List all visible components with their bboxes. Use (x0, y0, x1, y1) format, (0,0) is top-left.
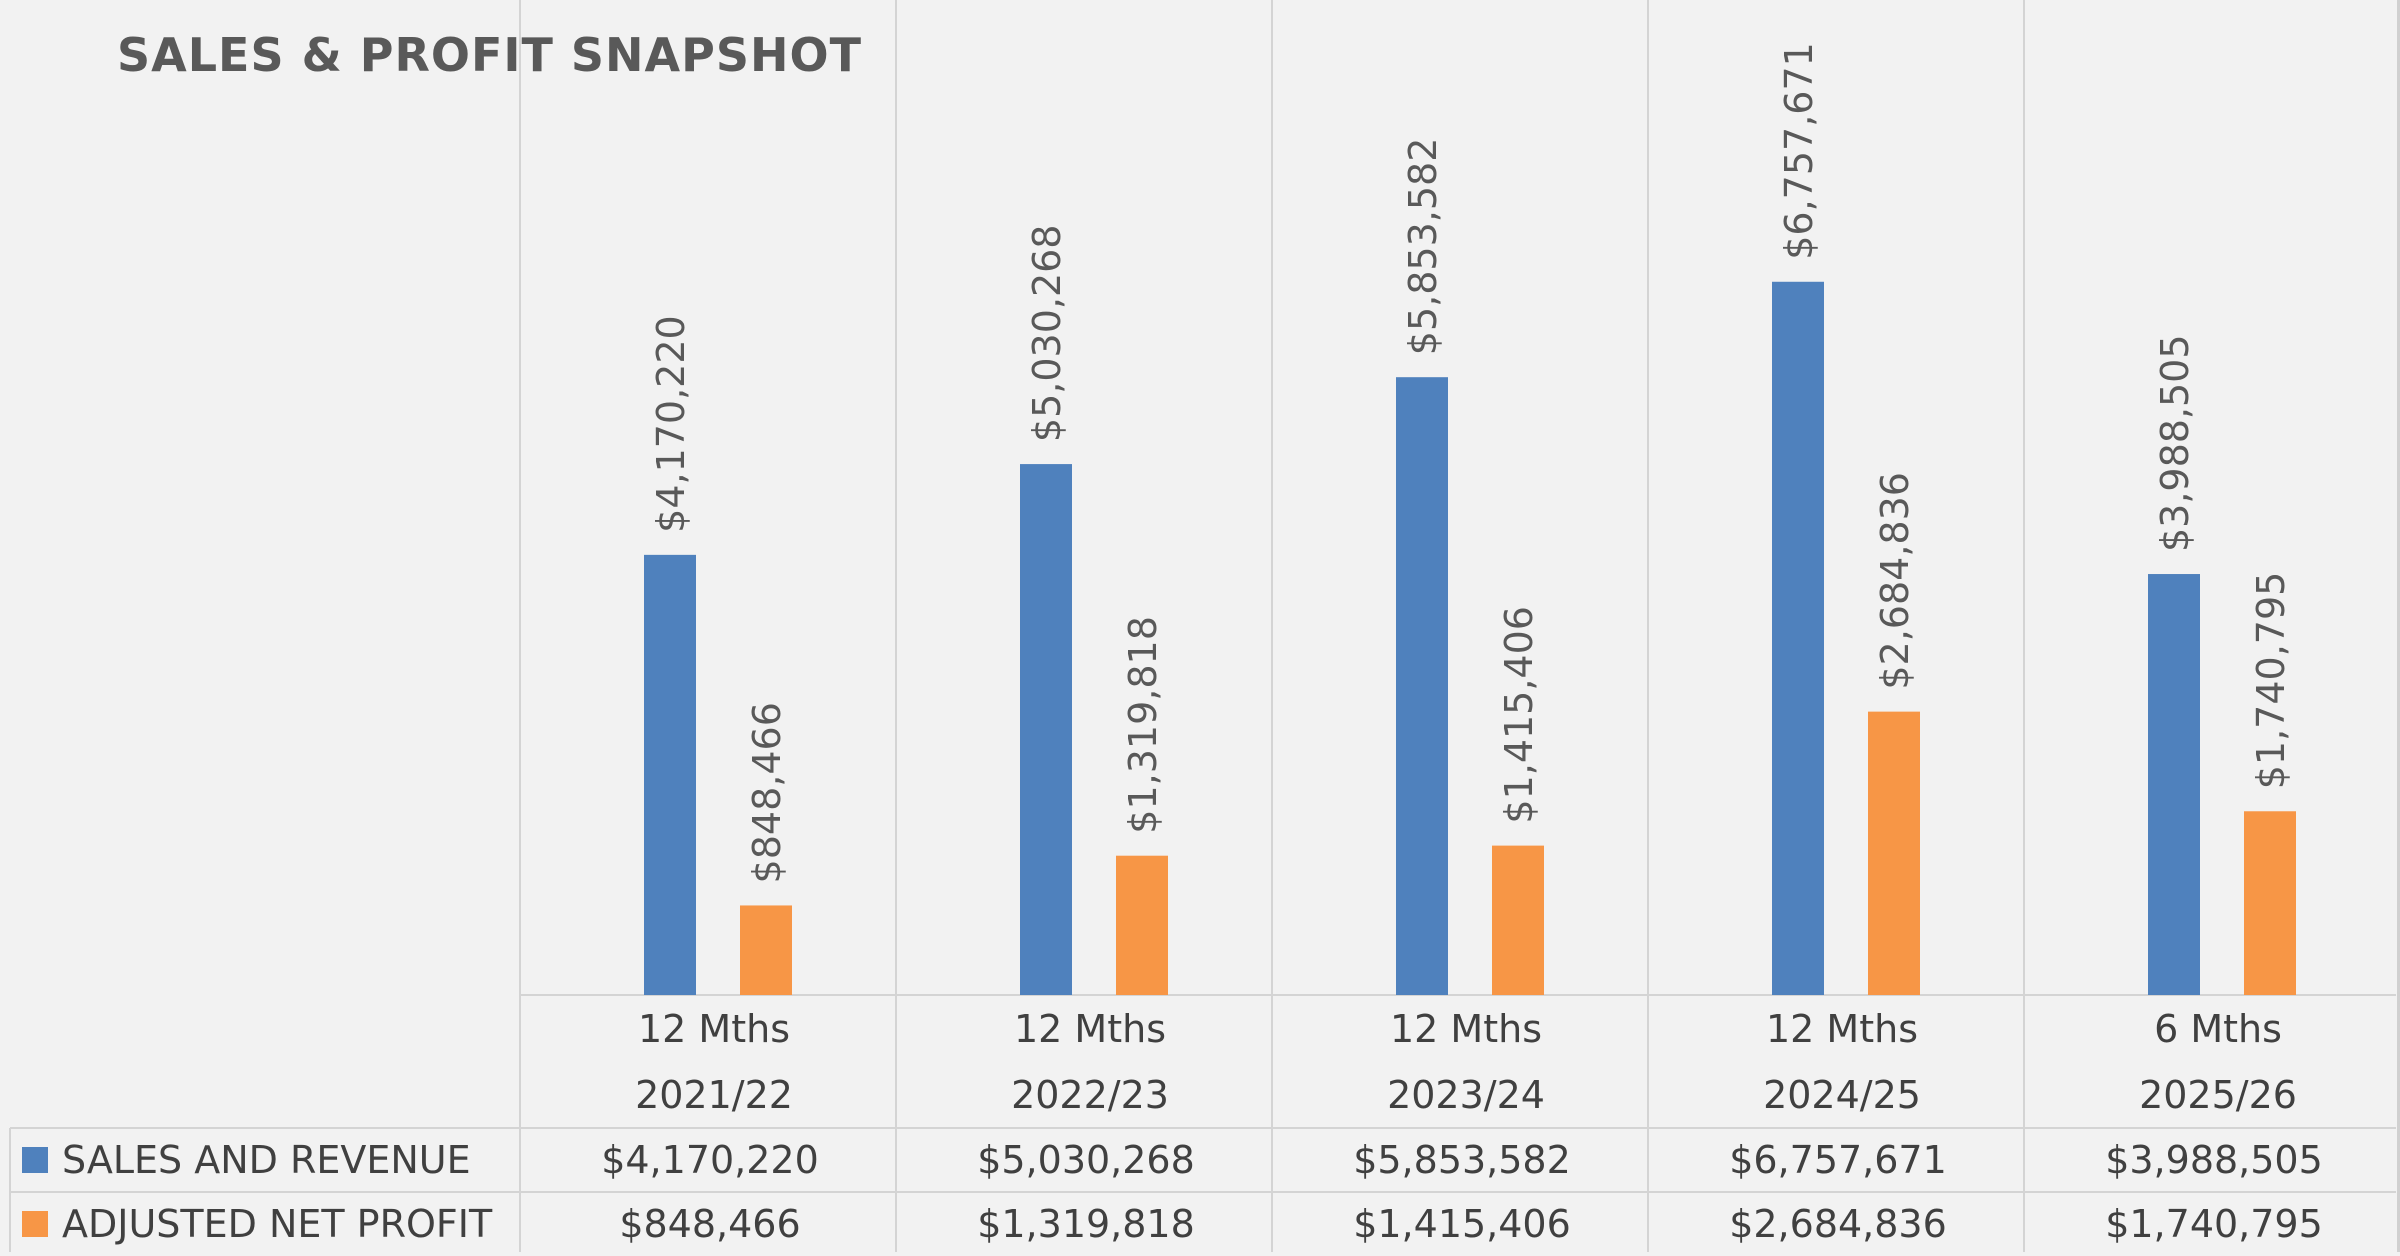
data-label-sales: $5,030,268 (1025, 225, 1069, 443)
table-cell-sales: $6,757,671 (1729, 1138, 1947, 1182)
x-tick-label-period: 12 Mths (1766, 1007, 1918, 1051)
table-cell-profit: $2,684,836 (1729, 1202, 1947, 1246)
x-tick-label-period: 12 Mths (638, 1007, 790, 1051)
table-cell-profit: $848,466 (619, 1202, 801, 1246)
legend-key-sales (22, 1147, 48, 1173)
x-tick-label-year: 2024/25 (1763, 1073, 1921, 1117)
table-cell-sales: $4,170,220 (601, 1138, 819, 1182)
bar-sales (1772, 281, 1824, 996)
legend-entry-sales: SALES AND REVENUE (10, 1128, 518, 1192)
legend-label-profit: ADJUSTED NET PROFIT (62, 1202, 493, 1246)
table-cell-profit: $1,740,795 (2105, 1202, 2323, 1246)
x-tick-label-year: 2025/26 (2139, 1073, 2297, 1117)
bar-sales (1020, 464, 1072, 995)
bar-profit (740, 905, 792, 995)
bar-profit (1116, 855, 1168, 995)
data-table-row-sales: SALES AND REVENUE $4,170,220 $5,030,268 … (10, 1128, 2400, 1192)
table-cell-profit: $1,319,818 (977, 1202, 1195, 1246)
data-label-profit: $1,319,818 (1121, 616, 1165, 834)
data-label-sales: $6,757,671 (1777, 42, 1821, 260)
table-cell-sales: $5,853,582 (1353, 1138, 1571, 1182)
chart-title: SALES & PROFIT SNAPSHOT (117, 28, 862, 82)
data-label-sales: $5,853,582 (1401, 138, 1445, 356)
x-tick-label-period: 6 Mths (2154, 1007, 2282, 1051)
legend-key-profit (22, 1211, 48, 1237)
data-label-profit: $1,415,406 (1497, 606, 1541, 824)
legend-label-sales: SALES AND REVENUE (62, 1138, 471, 1182)
table-cell-sales: $3,988,505 (2105, 1138, 2323, 1182)
data-label-sales: $4,170,220 (649, 315, 693, 533)
bar-sales (2148, 574, 2200, 995)
table-cell-profit: $1,415,406 (1353, 1202, 1571, 1246)
x-tick-label-year: 2021/22 (635, 1073, 793, 1117)
x-tick-label-period: 12 Mths (1390, 1007, 1542, 1051)
x-tick-label-year: 2022/23 (1011, 1073, 1169, 1117)
bar-profit (1492, 845, 1544, 995)
bar-profit (1868, 711, 1920, 995)
bar-sales (644, 554, 696, 995)
data-label-profit: $2,684,836 (1873, 472, 1917, 690)
data-label-profit: $848,466 (745, 702, 789, 883)
data-label-sales: $3,988,505 (2153, 334, 2197, 552)
x-tick-label-year: 2023/24 (1387, 1073, 1545, 1117)
bar-sales (1396, 377, 1448, 995)
data-label-profit: $1,740,795 (2249, 572, 2293, 790)
bar-profit (2244, 811, 2296, 995)
legend-entry-profit: ADJUSTED NET PROFIT (10, 1192, 518, 1256)
table-cell-sales: $5,030,268 (977, 1138, 1195, 1182)
data-table-row-profit: ADJUSTED NET PROFIT $848,466 $1,319,818 … (10, 1192, 2400, 1256)
x-tick-label-period: 12 Mths (1014, 1007, 1166, 1051)
